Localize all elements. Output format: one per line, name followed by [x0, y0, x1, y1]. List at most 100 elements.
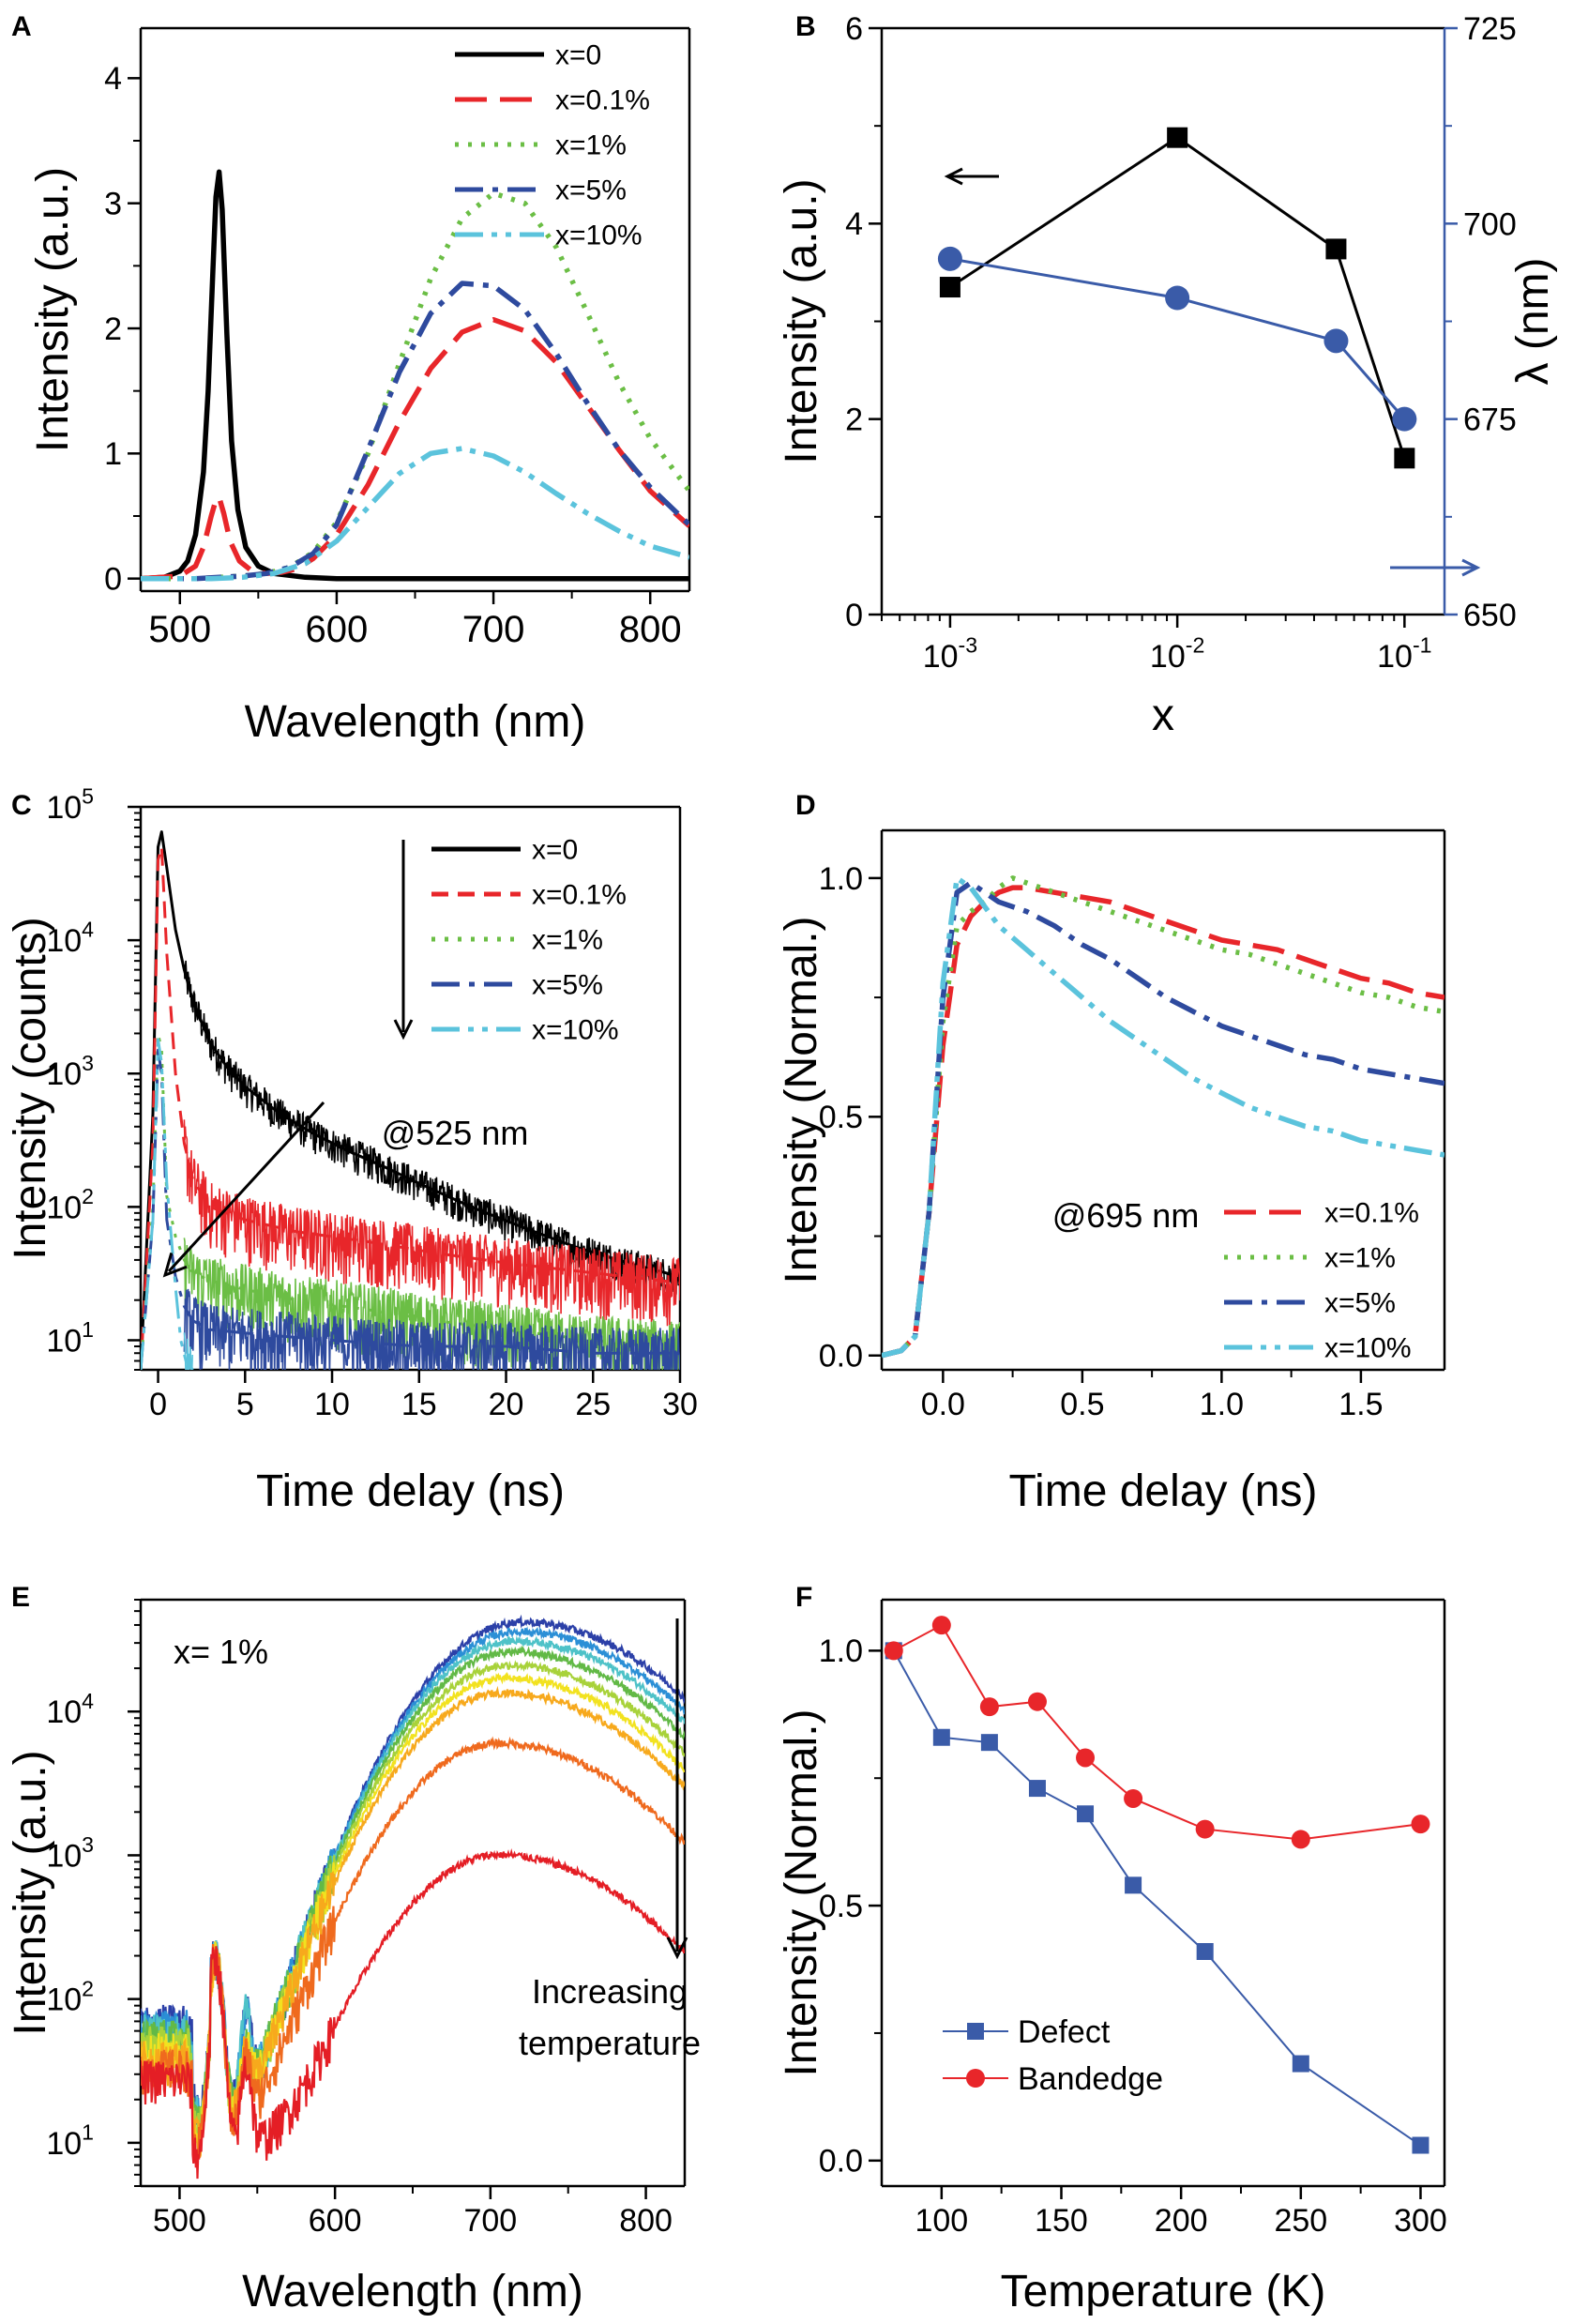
panel-c-annotation: @525 nm — [382, 1114, 529, 1152]
panel-a-ytick-label-2: 2 — [104, 311, 122, 347]
panel-f-ylabel: Intensity (Normal.) — [777, 1709, 826, 2076]
panel-b-intensity-line — [949, 135, 1406, 459]
panel-d-legend-label-2: x=5% — [1324, 1288, 1396, 1319]
panel-b-xtick-label-1: 10-2 — [1150, 633, 1204, 675]
panel-e-arrow-head — [666, 1937, 688, 1960]
panel-f-marker-0-4 — [1077, 1805, 1095, 1823]
panel-a-xtick-label-3: 800 — [619, 609, 682, 650]
panel-e-xtick-label-2: 700 — [463, 2203, 517, 2239]
panel-f-xtick-label-4: 300 — [1394, 2203, 1447, 2239]
panel-a-xtick-label-0: 500 — [148, 609, 211, 650]
panel-f-marker-0-5 — [1125, 1876, 1142, 1894]
panel-f-ytick-label-1: 0.5 — [819, 1889, 863, 1924]
panel-b-xtick-label-0: 10-3 — [923, 633, 977, 675]
panel-a-xtick-label-1: 600 — [306, 609, 369, 650]
panel-b-intensity-marker-1 — [1167, 127, 1188, 148]
panel-c-down-arrow-head — [393, 1019, 414, 1040]
panel-b: B 10-3 10-2 10-1 0 2 4 6 650 675 700 725 x Intensity … — [777, 11, 1558, 740]
panel-c-ytick-label-0: 101 — [46, 1317, 94, 1359]
panel-a-series-3 — [141, 281, 689, 582]
panel-c-xtick-label-1: 5 — [236, 1387, 254, 1422]
panel-b-ytick-label-0: 0 — [845, 598, 863, 633]
panel-b-intensity-marker-3 — [1394, 448, 1415, 469]
panel-f-legend-marker-1 — [966, 2069, 985, 2088]
panel-d-xtick-label-3: 1.5 — [1339, 1387, 1383, 1422]
panel-c-ytick-label-2: 103 — [46, 1051, 94, 1092]
panel-e-annotation-top: x= 1% — [174, 1633, 268, 1671]
panel-b-ytick-label-3: 6 — [845, 11, 863, 47]
panel-a-series-4 — [141, 446, 689, 582]
panel-c-xtick-label-0: 0 — [149, 1387, 167, 1422]
panel-c-ytick-label-4: 105 — [46, 784, 94, 826]
panel-c-legend-label-4: x=10% — [532, 1015, 619, 1046]
panel-c-ylabel: Intensity (counts) — [6, 917, 55, 1259]
panel-b-ytick-right-label-0: 650 — [1463, 598, 1517, 633]
panel-a-ytick-label-4: 4 — [104, 61, 122, 97]
panel-f-marker-1-0 — [884, 1641, 903, 1661]
panel-a-ytick-label-1: 1 — [104, 436, 122, 472]
panel-b-right-arrow-head — [1461, 558, 1481, 577]
panel-b-intensity-marker-0 — [939, 277, 960, 298]
panel-d-legend-label-1: x=1% — [1324, 1243, 1396, 1274]
panel-b-ytick-label-1: 2 — [845, 403, 863, 438]
panel-f-marker-1-6 — [1195, 1819, 1215, 1839]
panel-c-noise-4 — [183, 1332, 193, 1370]
panel-a-series-1 — [141, 316, 689, 582]
panel-a-legend-label-4: x=10% — [555, 220, 643, 251]
panel-e-ytick-label-3: 104 — [46, 1689, 94, 1730]
panel-f-legend-label-0: Defect — [1018, 2014, 1111, 2050]
panel-f-xtick-label-3: 250 — [1274, 2203, 1327, 2239]
panel-d-annotation: @695 nm — [1052, 1196, 1200, 1235]
panel-c-xtick-label-4: 20 — [489, 1387, 524, 1422]
panel-c-xtick-label-6: 30 — [662, 1387, 698, 1422]
panel-f-marker-0-7 — [1292, 2055, 1309, 2073]
panel-f-marker-1-4 — [1076, 1748, 1096, 1768]
panel-a-ytick-label-3: 3 — [104, 187, 122, 222]
panel-c-xlabel: Time delay (ns) — [256, 1466, 565, 1516]
panel-b-ytick-right-label-2: 700 — [1463, 206, 1517, 242]
panel-d-xtick-label-0: 0.0 — [921, 1387, 965, 1422]
panel-f: F 100 150 200 250 300 0.0 0.5 1.0 Temperature (K)… — [777, 1582, 1447, 2316]
panel-d-xtick-label-1: 0.5 — [1060, 1387, 1104, 1422]
panel-c-ytick-label-1: 102 — [46, 1184, 94, 1225]
panel-c-noise-2 — [183, 1238, 680, 1370]
panel-c-diag-arrow-shaft — [167, 1101, 325, 1273]
panel-c-letter: C — [11, 790, 32, 821]
panel-c-diag-arrow-head — [162, 1252, 188, 1278]
panel-f-ytick-label-0: 0.0 — [819, 2144, 863, 2180]
panel-c-legend-label-2: x=1% — [532, 925, 603, 956]
panel-b-ylabel: Intensity (a.u.) — [777, 178, 826, 463]
panel-e-annotation-line2: temperature — [519, 2024, 701, 2062]
panel-f-letter: F — [795, 1582, 812, 1613]
panel-c-noise-3 — [183, 1288, 680, 1370]
panel-c-xtick-label-5: 25 — [575, 1387, 611, 1422]
panel-b-wavelength-line — [949, 257, 1406, 420]
panel-e-xtick-label-3: 800 — [619, 2203, 673, 2239]
panel-f-marker-1-2 — [979, 1697, 999, 1717]
panel-d-letter: D — [795, 790, 816, 821]
panel-b-intensity-marker-2 — [1325, 238, 1347, 260]
panel-b-ytick-label-2: 4 — [845, 206, 863, 242]
panel-e-annotation-line1: Increasing — [532, 1972, 688, 2011]
panel-c-xtick-label-2: 10 — [314, 1387, 350, 1422]
panel-f-marker-0-8 — [1412, 2136, 1429, 2154]
panel-e-series-7 — [141, 1736, 685, 2163]
panel-f-xtick-label-1: 150 — [1035, 2203, 1088, 2239]
panel-d-xtick-label-2: 1.0 — [1200, 1387, 1244, 1422]
panel-d-series-3 — [882, 875, 1444, 1359]
panel-a-series-0 — [141, 169, 689, 582]
panel-e-xtick-label-1: 600 — [309, 2203, 362, 2239]
panel-e-xtick-label-0: 500 — [153, 2203, 206, 2239]
panel-b-letter: B — [795, 11, 816, 42]
panel-c-noise-1 — [183, 1119, 680, 1327]
panel-c-legend-label-3: x=5% — [532, 970, 603, 1001]
panel-f-ytick-label-2: 1.0 — [819, 1633, 863, 1669]
panel-a-legend-label-2: x=1% — [555, 130, 627, 161]
panel-a-legend-label-1: x=0.1% — [555, 85, 650, 116]
panel-e-ytick-label-2: 103 — [46, 1832, 94, 1874]
panel-c-legend-label-1: x=0.1% — [532, 880, 627, 911]
panel-b-xlabel: x — [1152, 691, 1174, 740]
panel-b-ylabel-right: λ (nm) — [1508, 258, 1558, 386]
